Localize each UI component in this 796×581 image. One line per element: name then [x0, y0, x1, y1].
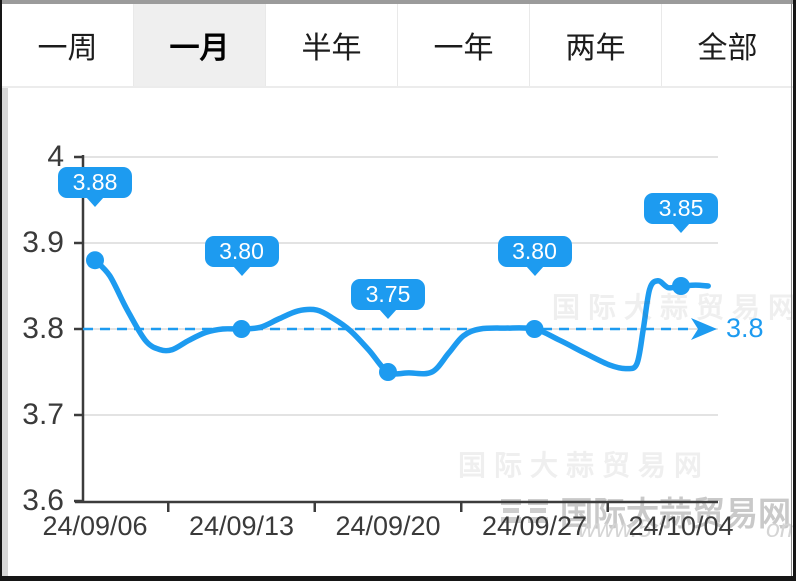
- x-axis-label: 24/09/13: [188, 511, 295, 541]
- reference-arrow-icon: [691, 318, 717, 340]
- tab-one-year[interactable]: 一年: [397, 4, 529, 86]
- screen-border-right: [793, 0, 796, 581]
- price-line: [92, 257, 711, 377]
- price-tooltip: 3.75: [351, 279, 425, 319]
- tab-one-month[interactable]: 一月: [133, 4, 265, 86]
- x-axis-label: 24/09/06: [42, 511, 148, 541]
- price-tooltip: 3.85: [644, 193, 718, 233]
- x-axis-label: 24/09/27: [481, 511, 588, 541]
- period-tabbar: 一周 一月 半年 一年 两年 全部: [2, 4, 793, 88]
- tab-label: 两年: [565, 32, 626, 65]
- watermark-url-fragment: www.5: [578, 515, 652, 543]
- data-point-marker[interactable]: [525, 320, 544, 338]
- y-axis-label: 3.8: [22, 312, 64, 345]
- tab-all[interactable]: 全部: [661, 4, 793, 86]
- screen-border-top: [0, 0, 796, 4]
- x-axis-label: 24/10/04: [628, 511, 734, 541]
- screen-border-right-inner: [791, 0, 792, 581]
- tab-half-year[interactable]: 半年: [265, 4, 397, 86]
- tab-label: 全部: [697, 32, 758, 65]
- data-point-marker[interactable]: [232, 320, 251, 338]
- x-axis-label: 24/09/20: [335, 511, 441, 541]
- tab-label: 一周: [37, 32, 98, 65]
- price-tooltip: 3.80: [497, 236, 572, 276]
- tab-label: 一月: [169, 32, 230, 65]
- y-axis-label: 4: [47, 140, 64, 173]
- price-tooltip: 3.80: [204, 236, 279, 276]
- data-point-marker[interactable]: [379, 363, 397, 381]
- data-point-marker[interactable]: [672, 277, 690, 295]
- left-edge-strip: [2, 88, 8, 576]
- y-axis-label: 3.9: [22, 226, 64, 259]
- y-axis-label: 3.6: [22, 484, 64, 517]
- price-tooltip: 3.88: [58, 167, 132, 208]
- tab-one-week[interactable]: 一周: [2, 4, 133, 86]
- screen-border-bottom: [0, 576, 796, 581]
- tab-label: 一年: [433, 32, 494, 65]
- screen-border-left: [0, 0, 2, 581]
- tab-two-years[interactable]: 两年: [529, 4, 661, 86]
- data-point-marker[interactable]: [86, 251, 104, 270]
- y-axis-label: 3.7: [22, 398, 64, 431]
- reference-price-label: 3.8: [726, 313, 764, 343]
- tab-label: 半年: [301, 32, 362, 65]
